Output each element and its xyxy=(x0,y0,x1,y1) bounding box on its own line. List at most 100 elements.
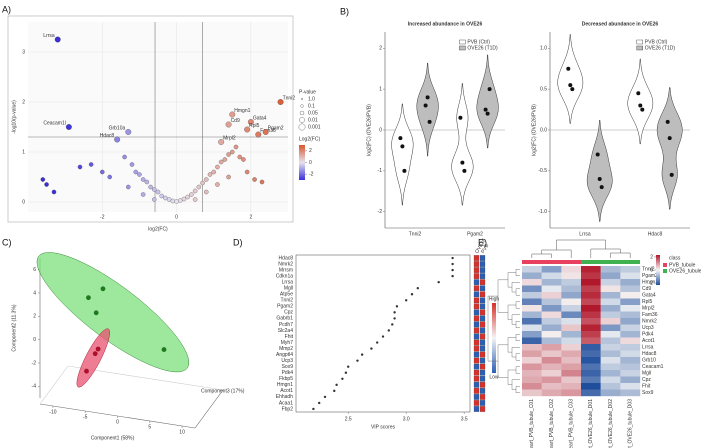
heatmap-cell xyxy=(561,318,582,325)
point xyxy=(425,95,430,100)
legend-swatch xyxy=(636,39,643,45)
heatmap-cell xyxy=(522,285,542,293)
heatmap-cell xyxy=(541,324,562,332)
heatmap-cell xyxy=(522,318,542,325)
row-label: Mrpl2 xyxy=(642,306,655,312)
x-tick-label: 2 xyxy=(249,214,252,220)
point xyxy=(174,199,179,204)
level-cell xyxy=(473,375,480,382)
heatmap-cell xyxy=(620,285,641,293)
class-bar xyxy=(522,260,581,264)
y-tick-label: Atp5e xyxy=(280,292,293,298)
point xyxy=(144,179,150,185)
heatmap-cell xyxy=(522,324,542,332)
row-label: Pdk4 xyxy=(642,332,654,338)
level-cell xyxy=(479,285,486,292)
heatmap-cell xyxy=(581,318,601,325)
heatmap-cell xyxy=(600,363,621,371)
legend-swatch xyxy=(636,45,643,51)
level-cell xyxy=(473,267,480,273)
panel-label: A) xyxy=(2,4,11,14)
x-tick-label: Hdac8 xyxy=(648,231,663,237)
heatmap-cell xyxy=(600,331,621,338)
legend-symbol xyxy=(298,123,306,131)
point xyxy=(100,286,106,292)
legend-symbol xyxy=(300,104,304,108)
point xyxy=(233,144,239,150)
legend-symbol xyxy=(299,110,305,116)
point xyxy=(381,335,385,338)
legend-label: OVE26 (T1D) xyxy=(645,45,676,51)
x-tick-label: Pgam2 xyxy=(467,231,483,237)
point xyxy=(192,188,198,194)
heatmap-cell xyxy=(561,383,582,390)
y-axis-title: log2(FC) (OVE26/PVB) xyxy=(366,104,372,156)
y-axis-title: Component2 (11.3%) xyxy=(11,304,17,351)
y-tick-label: Cpz xyxy=(284,310,293,316)
class-bar xyxy=(581,260,640,264)
point xyxy=(487,87,492,92)
heatmap-cell xyxy=(620,272,641,280)
y-tick-label: Angptl4 xyxy=(276,352,293,358)
point xyxy=(570,87,575,92)
y-tick-label: Tnni2 xyxy=(280,298,293,304)
column-label: Heart_PVB_tubule_C01 xyxy=(529,399,535,448)
level-cell xyxy=(479,339,486,346)
colorbar-label: 0 xyxy=(309,160,312,166)
heatmap-cell xyxy=(620,292,641,299)
point xyxy=(416,287,419,290)
point xyxy=(129,162,135,167)
heatmap-cell xyxy=(541,318,562,325)
point xyxy=(333,389,336,393)
x-tick-label: -2 xyxy=(100,214,105,220)
chart-title: Increased abundance in OVE26 xyxy=(408,21,483,27)
heatmap-cell xyxy=(581,305,601,312)
violin xyxy=(416,62,439,157)
x-tick-label: 3.0 xyxy=(403,416,410,422)
panel-label: D) xyxy=(233,237,243,247)
heatmap-cell xyxy=(522,383,542,390)
point xyxy=(410,293,414,296)
legend-swatch xyxy=(459,39,466,45)
y-tick-label: 1 xyxy=(22,149,25,155)
level-cell xyxy=(473,363,480,370)
legend-label: 0.1 xyxy=(308,103,315,109)
level-cell xyxy=(479,261,486,267)
point xyxy=(77,164,83,170)
y-tick-label: 2 xyxy=(379,46,382,52)
y-axis-title: log2(FC) (OVE26/PVB) xyxy=(531,104,537,156)
heatmap-cell xyxy=(600,344,621,351)
column-label: Heart_OVE26_tubule_D01 xyxy=(588,399,594,448)
heatmap-cell xyxy=(620,331,641,338)
heatmap-cell xyxy=(581,389,601,397)
point xyxy=(376,341,379,344)
x-tick-label: 3.5 xyxy=(461,416,468,422)
point-label: Rpl5 xyxy=(249,123,260,129)
row-label: Grb10 xyxy=(642,358,656,364)
labeled-point xyxy=(54,36,61,43)
x-axis-title: VIP scores xyxy=(371,424,396,430)
legend-label: OVE26_tubule xyxy=(669,268,701,274)
heatmap-cell xyxy=(620,337,641,345)
point xyxy=(92,351,98,357)
level-cell xyxy=(479,345,486,352)
y-tick-label: 2 xyxy=(33,314,36,320)
colorbar xyxy=(492,303,496,373)
colorbar-label: -2 xyxy=(309,171,314,177)
point xyxy=(335,383,338,387)
point xyxy=(137,172,142,177)
column-label: Heart_PVB_tubule_C03 xyxy=(568,399,574,448)
point xyxy=(566,66,571,71)
dendrogram-branch xyxy=(556,239,606,250)
level-cell xyxy=(473,291,480,298)
point xyxy=(222,157,228,162)
point xyxy=(462,168,467,173)
confidence-ellipse xyxy=(36,252,190,373)
row-label: Hmgn1 xyxy=(642,280,658,286)
heatmap-cell xyxy=(541,370,562,377)
heatmap-cell xyxy=(600,285,621,293)
heatmap-cell xyxy=(561,344,582,351)
heatmap-cell xyxy=(620,383,641,390)
point xyxy=(597,177,602,181)
y-tick-label: Mrrsm xyxy=(279,267,293,273)
